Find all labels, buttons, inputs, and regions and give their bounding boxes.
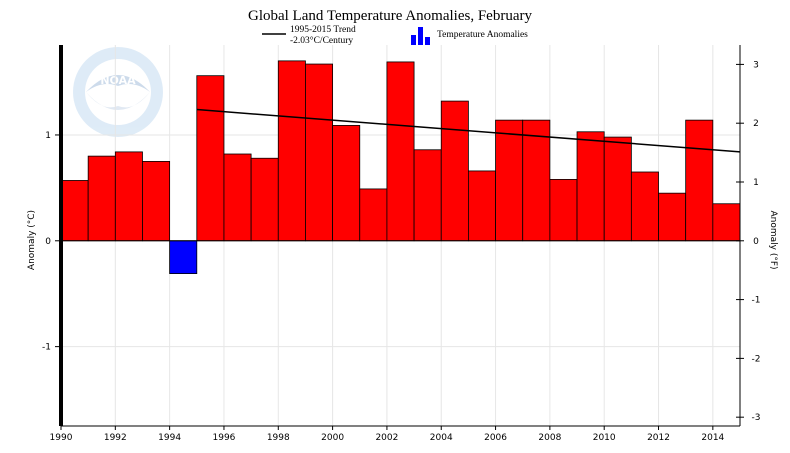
axes: 1990 1992 1994 1996 1998 2000 2002 2004 2006 2008… bbox=[42, 45, 760, 443]
bar-2012: 2012: 0.45 bbox=[658, 192, 687, 242]
y-tick-label-right: -2 bbox=[752, 354, 761, 364]
x-tick-label-1994: 1994 bbox=[158, 433, 181, 443]
noaa-logo-watermark: NOAA bbox=[73, 47, 163, 137]
bar-1996: 1996: 0.82 bbox=[223, 153, 252, 242]
bar-2008: 2008: 0.58 bbox=[549, 179, 578, 242]
bar-2014: 2014: 0.35 bbox=[712, 203, 741, 242]
legend-trend-label-2: -2.03°C/Century bbox=[290, 35, 353, 46]
x-tick-label-2004: 2004 bbox=[430, 433, 453, 443]
x-tick-label-2006: 2006 bbox=[484, 433, 507, 443]
y-tick-label-right: 2 bbox=[753, 119, 759, 129]
y-axis-label-left: Anomaly (°C) bbox=[27, 210, 37, 270]
x-tick-label-1996: 1996 bbox=[213, 433, 236, 443]
y-tick-label-right: -1 bbox=[752, 296, 761, 306]
legend-trend-label-1: 1995-2015 Trend bbox=[290, 25, 356, 35]
bar-2010: 2010: 0.98 bbox=[603, 136, 632, 242]
bar-1990: 1990: 0.57 bbox=[60, 180, 89, 242]
bar-2011: 2011: 0.65 bbox=[630, 171, 659, 242]
y-tick-label-right: 3 bbox=[753, 60, 759, 70]
bar-1999: 1999: 1.67 bbox=[305, 63, 334, 242]
bar-2000: 2000: 1.09 bbox=[332, 125, 361, 242]
bar-2013: 2013: 1.14 bbox=[685, 119, 714, 242]
bar-1994: 1994: -0.31 bbox=[169, 240, 198, 275]
trend bbox=[196, 108, 741, 153]
y-axis-label-right: Anomaly (°F) bbox=[768, 210, 778, 269]
y-tick-label-left: 0 bbox=[45, 237, 51, 247]
bars: 1990: 0.571991: 0.81992: 0.841993: 0.751… bbox=[60, 60, 741, 275]
bar-1997: 1997: 0.78 bbox=[250, 157, 279, 242]
bar-1991: 1991: 0.8 bbox=[87, 155, 116, 242]
bar-2004: 2004: 1.32 bbox=[440, 100, 469, 242]
bar-2006: 2006: 1.14 bbox=[495, 119, 524, 242]
bar-2002: 2002: 1.69 bbox=[386, 61, 415, 242]
y-tick-label-right: -3 bbox=[752, 413, 761, 423]
y-tick-label-left: -1 bbox=[42, 343, 51, 353]
legend-bars-icon bbox=[411, 27, 430, 45]
x-tick-label-1998: 1998 bbox=[267, 433, 290, 443]
bar-2001: 2001: 0.49 bbox=[359, 188, 388, 242]
x-tick-label-2000: 2000 bbox=[321, 433, 344, 443]
x-tick-label-2008: 2008 bbox=[538, 433, 561, 443]
x-tick-label-2014: 2014 bbox=[701, 433, 724, 443]
bar-1995: 1995: 1.56 bbox=[196, 75, 225, 242]
bar-2009: 2009: 1.03 bbox=[576, 131, 605, 242]
legend-bars-label: Temperature Anomalies bbox=[437, 30, 528, 40]
bar-1998: 1998: 1.7 bbox=[277, 60, 306, 242]
chart-title: Global Land Temperature Anomalies, Febru… bbox=[248, 8, 533, 24]
bar-2005: 2005: 0.66 bbox=[467, 170, 496, 242]
x-tick-label-2010: 2010 bbox=[593, 433, 616, 443]
legend: 1995-2015 Trend -2.03°C/Century Temperat… bbox=[262, 25, 528, 46]
noaa-logo-text: NOAA bbox=[100, 74, 136, 87]
bar-1993: 1993: 0.75 bbox=[142, 161, 171, 242]
y-tick-label-left: 1 bbox=[45, 131, 51, 141]
x-tick-label-1990: 1990 bbox=[50, 433, 73, 443]
bar-2003: 2003: 0.86 bbox=[413, 149, 442, 242]
bar-1992: 1992: 0.84 bbox=[114, 151, 143, 242]
x-tick-label-1992: 1992 bbox=[104, 433, 127, 443]
trend-line bbox=[196, 108, 741, 153]
x-tick-label-2012: 2012 bbox=[647, 433, 670, 443]
y-tick-label-right: 0 bbox=[753, 237, 759, 247]
bar-2007: 2007: 1.14 bbox=[522, 119, 551, 242]
y-tick-label-right: 1 bbox=[753, 178, 759, 188]
x-tick-label-2002: 2002 bbox=[375, 433, 398, 443]
